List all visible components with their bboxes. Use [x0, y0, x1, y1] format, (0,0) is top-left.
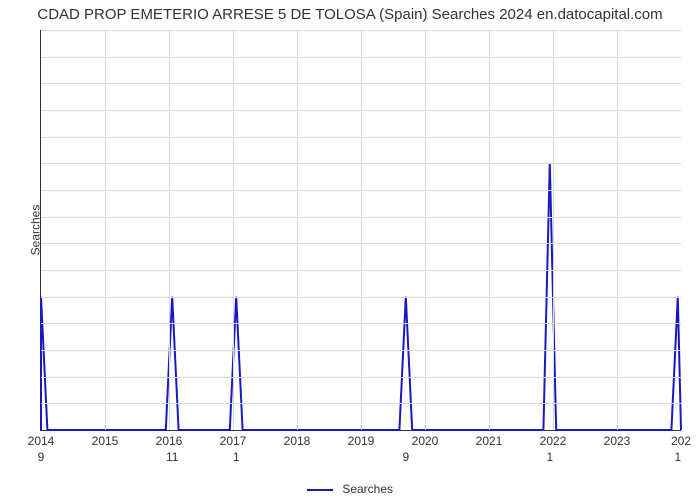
value-label: 1 [546, 450, 553, 464]
chart-container: CDAD PROP EMETERIO ARRESE 5 DE TOLOSA (S… [0, 0, 700, 500]
value-label: 9 [402, 450, 409, 464]
gridline-v [425, 30, 426, 430]
xtick-label: 2017 [220, 434, 247, 448]
xtick-label: 2023 [604, 434, 631, 448]
ytick-label: 1 [0, 289, 32, 304]
chart-title: CDAD PROP EMETERIO ARRESE 5 DE TOLOSA (S… [0, 6, 700, 23]
xtick-label: 2019 [348, 434, 375, 448]
xtick-label: 2020 [412, 434, 439, 448]
value-label: 1 [674, 450, 681, 464]
value-label: 11 [166, 450, 178, 464]
gridline-v [297, 30, 298, 430]
xtick-label: 2021 [476, 434, 503, 448]
ytick-label: 3 [0, 23, 32, 38]
yaxis: Searches [10, 30, 61, 430]
xtick-label: 2022 [540, 434, 567, 448]
gridline-v [169, 30, 170, 430]
xtick-label: 2016 [156, 434, 183, 448]
gridline-v [553, 30, 554, 430]
gridline-v [361, 30, 362, 430]
ytick-label: 0 [0, 423, 32, 438]
plot-area: 2014201520162017201820192020202120222023… [40, 30, 681, 431]
value-label: 9 [38, 450, 45, 464]
gridline-v [489, 30, 490, 430]
gridline-v [617, 30, 618, 430]
yaxis-label: Searches [28, 205, 42, 256]
legend: Searches [0, 482, 700, 496]
legend-label: Searches [342, 482, 393, 496]
value-label: 1 [233, 450, 240, 464]
xtick-label: 2015 [92, 434, 119, 448]
ytick-label: 2 [0, 156, 32, 171]
xtick-label: 202 [671, 434, 691, 448]
gridline-v [105, 30, 106, 430]
legend-swatch [307, 489, 333, 491]
gridline-v [233, 30, 234, 430]
xtick-label: 2018 [284, 434, 311, 448]
